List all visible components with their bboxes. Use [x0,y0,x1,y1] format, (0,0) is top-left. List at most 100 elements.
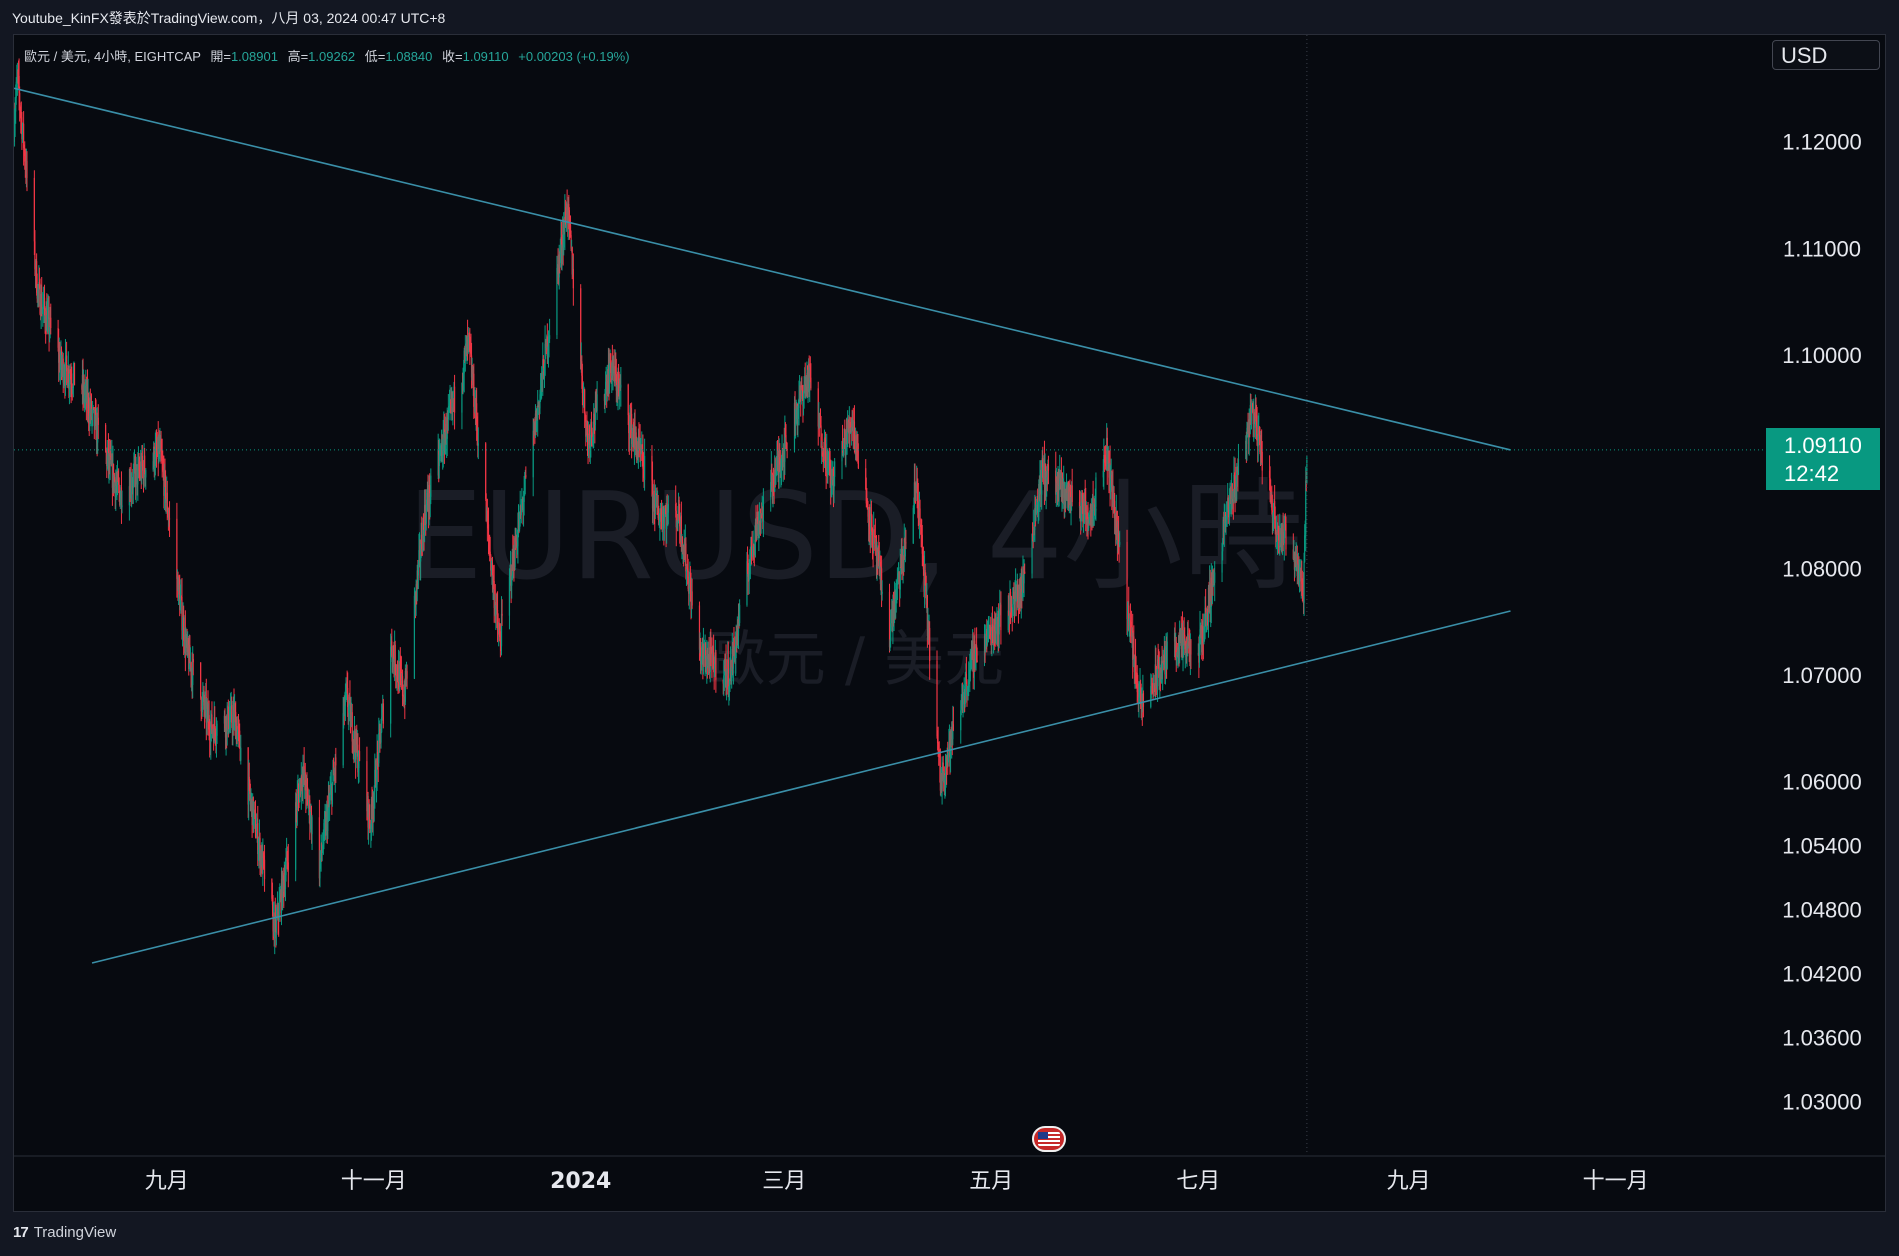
candle-body [905,542,907,544]
candle-body [1300,570,1302,582]
candle-body [92,407,94,414]
candle-body [57,328,59,348]
candle-body [429,496,431,504]
trendline-resistance[interactable] [14,87,1511,451]
candle-body [115,484,117,497]
candle-body [446,438,448,444]
candle-body [1157,659,1159,661]
candle-body [274,914,276,918]
candle-body [354,729,356,746]
candle-body [631,413,633,445]
candle-body [406,671,408,679]
candle-body [271,879,273,899]
candle-body [771,469,773,474]
candle-body [1084,494,1086,523]
candle-body [896,585,898,587]
candle-body [631,432,633,445]
candle-body [584,413,586,421]
candle-body [84,395,86,399]
candle-body [619,387,621,389]
candle-body [509,570,511,577]
candle-body [450,401,452,405]
candle-body [286,851,288,861]
candle-body [1067,482,1069,493]
candle-body [1023,571,1025,584]
candle-body [230,706,232,720]
price-tick-label: 1.06000 [1782,770,1862,795]
candle-body [44,310,46,323]
candle-body [857,434,859,462]
candle-body [895,585,897,600]
candle-body [938,745,940,753]
candle-body [1269,477,1271,488]
candle-body [700,647,702,665]
time-axis[interactable]: 九月 十一月 2024 三月 五月 七月 九月 十一月 [14,1155,1885,1194]
candle-body [594,400,597,426]
candle-body [667,503,669,513]
candle-body [1080,502,1082,522]
candle-body [118,480,120,485]
publish-header: Youtube_KinFX發表於TradingView.com，八月 03, 2… [12,10,446,26]
candle-body [499,636,501,643]
candle-body [888,591,891,648]
candle-body [849,421,851,431]
trendlines[interactable] [14,87,1511,964]
candle-body [1225,521,1227,524]
price-axis[interactable]: 1.12000 1.11000 1.10000 1.08000 1.07000 1.060… [1782,130,1862,1115]
candle-body [869,507,871,535]
trendline-support[interactable] [91,610,1511,964]
candle-body [548,335,551,340]
candle-body [18,75,20,93]
candle-body [453,386,456,413]
candle-body [659,515,661,522]
candle-body [705,650,707,669]
tradingview-footer[interactable]: 17 TradingView [13,1224,116,1241]
candle-body [224,715,226,729]
candle-body [33,177,35,242]
candle-body [947,753,949,757]
candle-body [1225,519,1228,522]
candle-body [161,451,163,458]
candle-body [936,736,939,744]
candle-body [629,420,632,422]
currency-button[interactable]: USD [1772,40,1880,70]
price-tick-label: 1.08000 [1782,556,1862,581]
candle-body [319,860,321,879]
candle-body [71,384,73,388]
candle-body [470,355,473,378]
candle-body [993,626,995,630]
candle-body [295,802,297,870]
candle-body [1059,472,1061,486]
candle-body [492,580,494,584]
candle-body [115,484,117,486]
candle-body [17,71,19,74]
candle-body [1159,668,1161,687]
candle-body [591,431,593,439]
candle-body [187,639,189,653]
candle-body [1109,463,1111,492]
candle-body [800,385,802,400]
candle-body [946,754,948,767]
candle-body [1237,459,1240,475]
candle-body [568,210,570,225]
candle-body [358,751,361,762]
candle-body [396,665,399,676]
price-tick-label: 1.07000 [1782,663,1862,688]
candle-body [1015,586,1017,602]
candle-body [66,367,68,387]
candle-body [922,553,924,560]
candle-body [1069,491,1072,508]
candle-body [183,617,185,641]
candle-body [1047,464,1049,478]
candle-body [439,448,442,452]
candle-body [726,670,728,686]
candle-body [632,431,634,439]
candle-body [490,569,492,571]
candle-body [794,402,796,425]
candle-body [306,786,309,795]
chart-pane[interactable] [13,34,1886,1212]
candle-body [1253,412,1255,416]
us-flag-icon[interactable] [1032,1126,1066,1152]
candle-body [426,503,428,505]
